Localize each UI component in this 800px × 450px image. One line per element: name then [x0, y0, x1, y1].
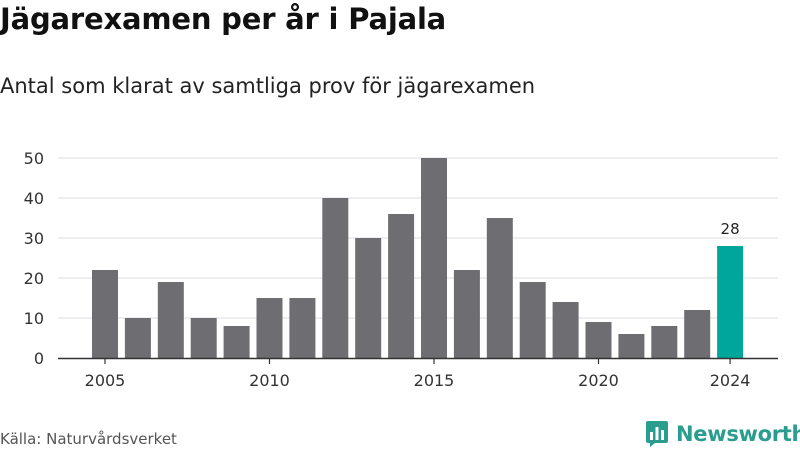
x-tick-label: 2024	[710, 371, 751, 390]
bar	[190, 318, 217, 358]
y-tick-label: 0	[34, 349, 44, 368]
bar	[388, 214, 415, 358]
bar-chart: 0 10 20 30 40 50 28 2005 2010 2015 2020 2024	[24, 149, 778, 390]
y-tick-label: 40	[24, 189, 44, 208]
bar	[289, 298, 316, 358]
bar	[651, 326, 678, 358]
bar	[421, 158, 447, 358]
bar	[684, 310, 711, 358]
bar	[256, 298, 283, 358]
bar	[717, 246, 744, 358]
data-label: 28	[721, 220, 740, 238]
y-tick-label: 20	[24, 269, 44, 288]
source-note: Källa: Naturvårdsverket	[0, 430, 177, 448]
chart-title: Jägarexamen per år i Pajala	[0, 2, 447, 36]
bar	[223, 326, 250, 358]
y-tick-label: 10	[24, 309, 44, 328]
y-tick-label: 50	[24, 149, 44, 168]
bar	[552, 302, 579, 358]
bar	[453, 270, 480, 358]
bar	[124, 318, 151, 358]
bar	[92, 270, 118, 358]
bar	[157, 282, 184, 358]
y-tick-label: 30	[24, 229, 44, 248]
bar	[585, 322, 612, 358]
brand-name: Newsworthy	[676, 422, 800, 446]
x-tick-label: 2010	[249, 371, 290, 390]
bar	[322, 198, 349, 358]
bar-chart-logo-icon	[646, 421, 668, 447]
bar	[519, 282, 546, 358]
x-tick-label: 2005	[85, 371, 126, 390]
bar	[355, 238, 382, 358]
bar	[618, 334, 645, 358]
bar	[486, 218, 513, 358]
chart-subtitle: Antal som klarat av samtliga prov för jä…	[0, 74, 536, 98]
x-tick-label: 2020	[578, 371, 619, 390]
brand-logo: Newsworthy	[645, 420, 800, 448]
x-tick-label: 2015	[414, 371, 455, 390]
